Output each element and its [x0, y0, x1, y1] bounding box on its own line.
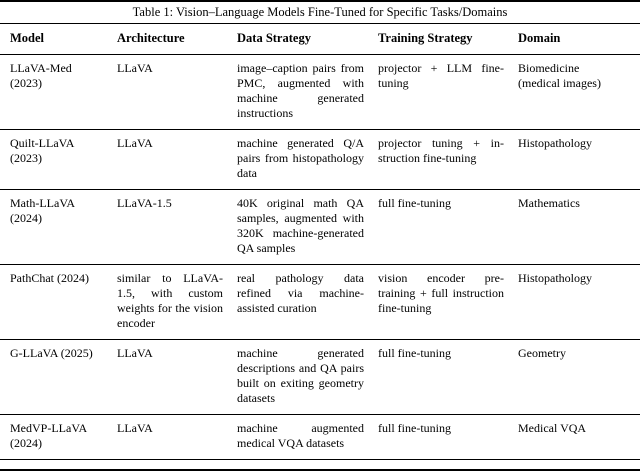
cell-data-strategy: image–caption pairs from PMC, aug­mented…: [237, 61, 364, 120]
cell-model: Math-LLaVA (2024): [10, 196, 75, 225]
column-header-model: Model: [10, 31, 45, 45]
table-row-math-llava: Math-LLaVA (2024) LLaVA-1.5 40K original…: [0, 189, 640, 265]
column-header-architecture: Architecture: [117, 31, 185, 45]
cell-model: LLaVA-Med (2023): [10, 61, 72, 90]
cell-architecture: LLaVA: [117, 136, 153, 150]
cell-domain: Histopathology: [518, 271, 592, 285]
cell-data-strategy: 40K original math QA samples, aug­mented…: [237, 196, 364, 255]
header-row: Model Architecture Data Strategy Trainin…: [0, 23, 640, 55]
cell-model: Quilt-LLaVA (2023): [10, 136, 74, 165]
column-header-data-strategy: Data Strategy: [237, 31, 311, 45]
table-row-g-llava: G-LLaVA (2025) LLaVA machine generated d…: [0, 339, 640, 415]
cell-architecture: LLaVA: [117, 421, 153, 435]
cell-training-strategy: projector tuning + in­struction fine-tun…: [378, 136, 504, 165]
table-row-quilt-llava: Quilt-LLaVA (2023) LLaVA machine generat…: [0, 129, 640, 190]
column-header-training-strategy: Training Strategy: [378, 31, 473, 45]
table-caption: Table 1: Vision–Language Models Fine-Tun…: [132, 5, 508, 19]
cell-domain: Histopathology: [518, 136, 592, 150]
cell-model: MedVP-LLaVA (2024): [10, 421, 87, 450]
cell-training-strategy: vision encoder pre-training + full instr…: [378, 271, 504, 315]
cell-training-strategy: projector + LLM fine-tuning: [378, 61, 504, 90]
top-rule: [0, 0, 640, 2]
cell-data-strategy: machine generated descriptions and QA pa…: [237, 346, 364, 405]
cell-data-strategy: machine generated Q/A pairs from histopa…: [237, 136, 364, 180]
models-table: Model Architecture Data Strategy Trainin…: [0, 23, 640, 460]
cell-training-strategy: full fine-tuning: [378, 421, 451, 435]
column-header-domain: Domain: [518, 31, 561, 45]
table-row-llava-med: LLaVA-Med (2023) LLaVA image–caption pai…: [0, 55, 640, 130]
cell-domain: Geometry: [518, 346, 566, 360]
cell-architecture: LLaVA: [117, 61, 153, 75]
cell-training-strategy: full fine-tuning: [378, 346, 451, 360]
cell-domain: Medical VQA: [518, 421, 587, 435]
cell-domain: Biomedicine (medical images): [518, 61, 601, 90]
cell-data-strategy: machine augmented medical VQA datasets: [237, 421, 364, 450]
bottom-rule: [0, 469, 640, 471]
cell-architecture: similar to LLaVA-1.5, with custom weight…: [117, 271, 223, 330]
table-row-pathchat: PathChat (2024) similar to LLaVA-1.5, wi…: [0, 264, 640, 340]
cell-data-strategy: real pathology data refined via machine-…: [237, 271, 364, 315]
cell-training-strategy: full fine-tuning: [378, 196, 451, 210]
table-row-medvp-llava: MedVP-LLaVA (2024) LLaVA machine augment…: [0, 414, 640, 460]
cell-architecture: LLaVA-1.5: [117, 196, 172, 210]
cell-model: PathChat (2024): [10, 271, 89, 285]
cell-domain: Mathematics: [518, 196, 580, 210]
cell-architecture: LLaVA: [117, 346, 153, 360]
cell-model: G-LLaVA (2025): [10, 346, 93, 360]
